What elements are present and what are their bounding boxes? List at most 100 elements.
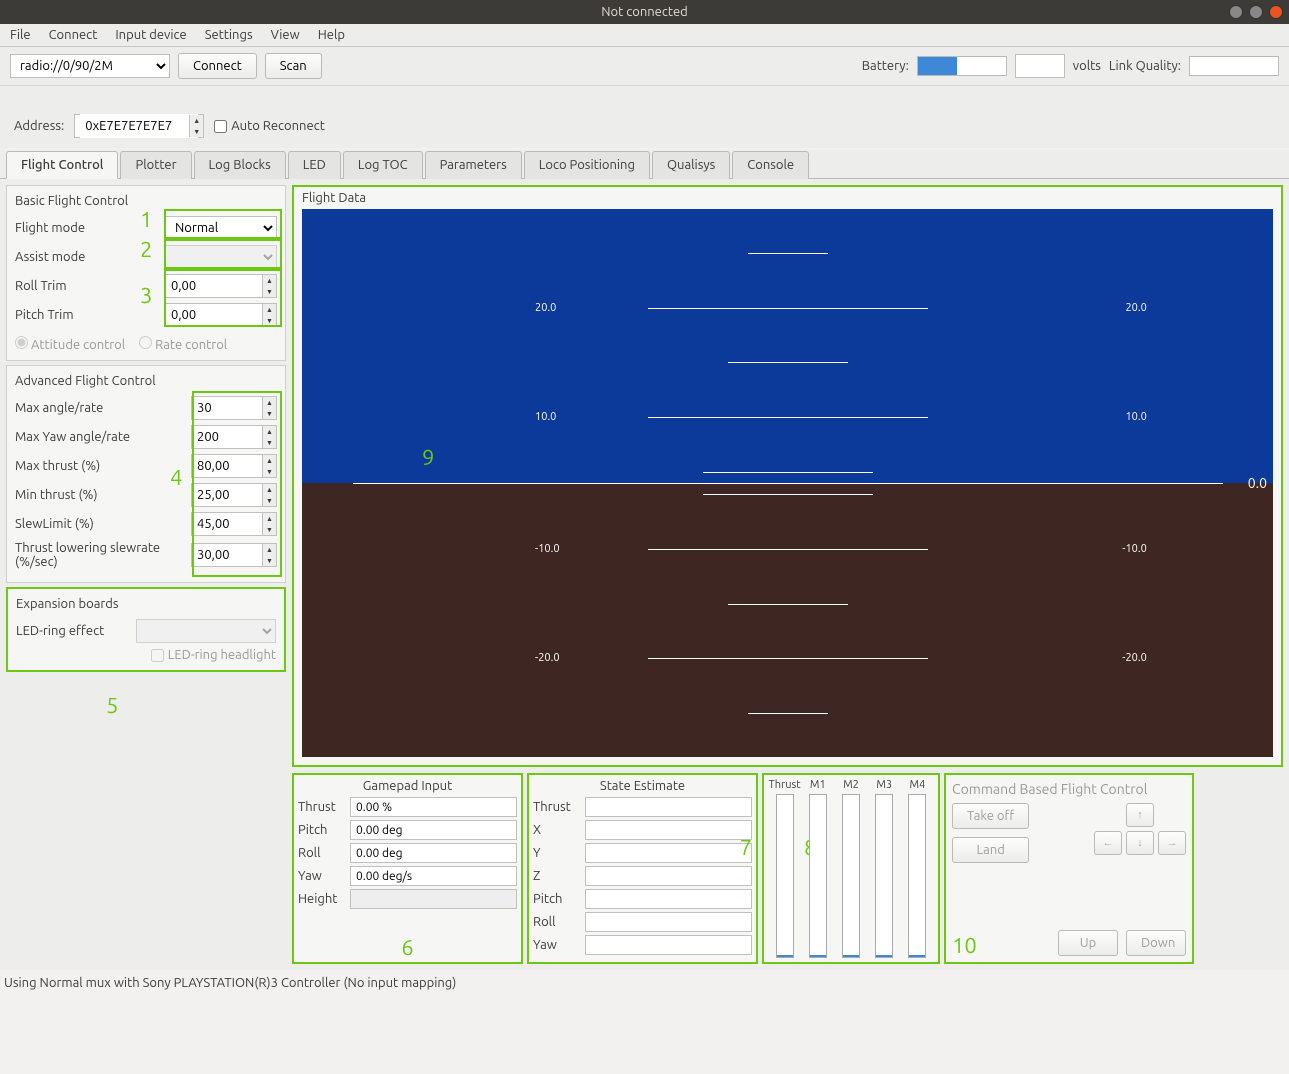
battery-label: Battery: bbox=[862, 59, 909, 73]
minimize-icon[interactable] bbox=[1229, 5, 1243, 19]
menu-settings[interactable]: Settings bbox=[205, 28, 253, 42]
state-thrust bbox=[585, 797, 752, 817]
tab-parameters[interactable]: Parameters bbox=[425, 151, 522, 179]
tab-qualisys[interactable]: Qualisys bbox=[652, 151, 730, 179]
attitude-radio[interactable]: Attitude control bbox=[15, 336, 125, 352]
connect-button[interactable]: Connect bbox=[178, 53, 257, 79]
battery-bar bbox=[917, 56, 1007, 76]
led-effect-select[interactable] bbox=[136, 619, 276, 643]
volts-label: volts bbox=[1073, 59, 1101, 73]
address-row: Address: ▲▼ Auto Reconnect bbox=[0, 106, 1289, 148]
gamepad-pitch bbox=[350, 820, 517, 840]
expansion-group: Expansion boards LED-ring effect LED-rin… bbox=[6, 587, 286, 672]
adv-field[interactable]: ▲▼ bbox=[191, 396, 277, 420]
state-panel: State Estimate ThrustXYZPitchRollYaw 7 bbox=[527, 773, 758, 964]
gamepad-height bbox=[350, 889, 517, 909]
bar-m4 bbox=[908, 794, 926, 958]
cmd-title: Command Based Flight Control bbox=[952, 781, 1186, 797]
arrow-right-icon[interactable]: → bbox=[1158, 831, 1186, 855]
roll-trim-field[interactable]: ▲▼ bbox=[165, 274, 277, 298]
link-quality-label: Link Quality: bbox=[1109, 59, 1181, 73]
gamepad-thrust bbox=[350, 797, 517, 817]
state-title: State Estimate bbox=[533, 779, 752, 793]
titlebar: Not connected bbox=[0, 0, 1289, 24]
advanced-title: Advanced Flight Control bbox=[15, 372, 277, 390]
state-yaw bbox=[585, 935, 752, 955]
basic-title: Basic Flight Control bbox=[15, 192, 277, 210]
takeoff-button[interactable]: Take off bbox=[952, 803, 1029, 829]
gamepad-yaw bbox=[350, 866, 517, 886]
chevron-up-icon[interactable]: ▲ bbox=[190, 115, 203, 126]
gamepad-roll bbox=[350, 843, 517, 863]
link-quality-bar bbox=[1189, 56, 1279, 76]
menu-connect[interactable]: Connect bbox=[49, 28, 98, 42]
tab-log-toc[interactable]: Log TOC bbox=[343, 151, 423, 179]
bar-m3 bbox=[875, 794, 893, 958]
address-field[interactable]: ▲▼ bbox=[74, 114, 204, 138]
state-y bbox=[585, 843, 752, 863]
state-pitch bbox=[585, 889, 752, 909]
scan-button[interactable]: Scan bbox=[265, 53, 322, 79]
attitude-indicator: 0.0 20.020.010.010.0-10.0-10.0-20.0-20.0 bbox=[302, 209, 1273, 757]
tab-bar: Flight ControlPlotterLog BlocksLEDLog TO… bbox=[0, 150, 1289, 179]
up-button[interactable]: Up bbox=[1058, 930, 1118, 956]
adv-field[interactable]: ▲▼ bbox=[191, 425, 277, 449]
assist-mode-label: Assist mode bbox=[15, 250, 159, 264]
expansion-title: Expansion boards bbox=[16, 595, 276, 613]
tab-loco-positioning[interactable]: Loco Positioning bbox=[524, 151, 650, 179]
led-effect-label: LED-ring effect bbox=[16, 624, 130, 638]
flight-data-title: Flight Data bbox=[302, 191, 1273, 205]
assist-mode-select[interactable] bbox=[165, 245, 277, 269]
menubar: File Connect Input device Settings View Help bbox=[0, 24, 1289, 47]
auto-reconnect-checkbox[interactable]: Auto Reconnect bbox=[214, 119, 325, 133]
status-bar: Using Normal mux with Sony PLAYSTATION(R… bbox=[0, 970, 1289, 994]
bar-m1 bbox=[809, 794, 827, 958]
pitch-trim-label: Pitch Trim bbox=[15, 308, 159, 322]
menu-help[interactable]: Help bbox=[318, 28, 345, 42]
command-flight-panel: Command Based Flight Control Take off La… bbox=[944, 773, 1194, 964]
flight-data-panel: Flight Data 0.0 20.020.010.010.0-10.0-10… bbox=[292, 185, 1283, 767]
bar-thrust bbox=[776, 794, 794, 958]
basic-flight-group: Basic Flight Control Flight mode Normal … bbox=[6, 185, 286, 361]
menu-view[interactable]: View bbox=[271, 28, 300, 42]
tab-flight-control[interactable]: Flight Control bbox=[6, 151, 118, 179]
state-roll bbox=[585, 912, 752, 932]
arrow-up-icon[interactable]: ↑ bbox=[1126, 803, 1154, 827]
adv-field[interactable]: ▲▼ bbox=[191, 543, 277, 567]
motors-panel: 8 ThrustM1M2M3M4 bbox=[762, 773, 940, 964]
uri-select[interactable]: radio://0/90/2M bbox=[10, 54, 170, 78]
arrow-left-icon[interactable]: ← bbox=[1094, 831, 1122, 855]
menu-input-device[interactable]: Input device bbox=[115, 28, 186, 42]
adv-field[interactable]: ▲▼ bbox=[191, 483, 277, 507]
roll-trim-label: Roll Trim bbox=[15, 279, 159, 293]
tab-led[interactable]: LED bbox=[288, 151, 341, 179]
state-x bbox=[585, 820, 752, 840]
bar-m2 bbox=[842, 794, 860, 958]
address-label: Address: bbox=[14, 119, 64, 133]
flight-mode-select[interactable]: Normal bbox=[165, 216, 277, 240]
pitch-trim-field[interactable]: ▲▼ bbox=[165, 303, 277, 327]
tab-plotter[interactable]: Plotter bbox=[120, 151, 191, 179]
gamepad-title: Gamepad Input bbox=[298, 779, 517, 793]
state-z bbox=[585, 866, 752, 886]
tab-log-blocks[interactable]: Log Blocks bbox=[194, 151, 286, 179]
down-button[interactable]: Down bbox=[1126, 930, 1186, 956]
arrow-down-icon[interactable]: ↓ bbox=[1126, 831, 1154, 855]
flight-mode-label: Flight mode bbox=[15, 221, 159, 235]
adv-field[interactable]: ▲▼ bbox=[191, 454, 277, 478]
maximize-icon[interactable] bbox=[1249, 5, 1263, 19]
volts-field[interactable] bbox=[1015, 54, 1065, 78]
tab-console[interactable]: Console bbox=[732, 151, 809, 179]
advanced-flight-group: Advanced Flight Control Max angle/rate▲▼… bbox=[6, 365, 286, 583]
toolbar: radio://0/90/2M Connect Scan Battery: vo… bbox=[0, 47, 1289, 86]
chevron-down-icon[interactable]: ▼ bbox=[190, 126, 203, 137]
window-title: Not connected bbox=[601, 5, 688, 19]
led-headlight-checkbox[interactable]: LED-ring headlight bbox=[16, 648, 276, 662]
zero-label: 0.0 bbox=[1248, 475, 1267, 491]
close-icon[interactable] bbox=[1269, 5, 1283, 19]
rate-radio[interactable]: Rate control bbox=[139, 336, 227, 352]
menu-file[interactable]: File bbox=[10, 28, 31, 42]
adv-field[interactable]: ▲▼ bbox=[191, 512, 277, 536]
gamepad-panel: Gamepad Input ThrustPitchRollYawHeight 6 bbox=[292, 773, 523, 964]
land-button[interactable]: Land bbox=[952, 837, 1029, 863]
